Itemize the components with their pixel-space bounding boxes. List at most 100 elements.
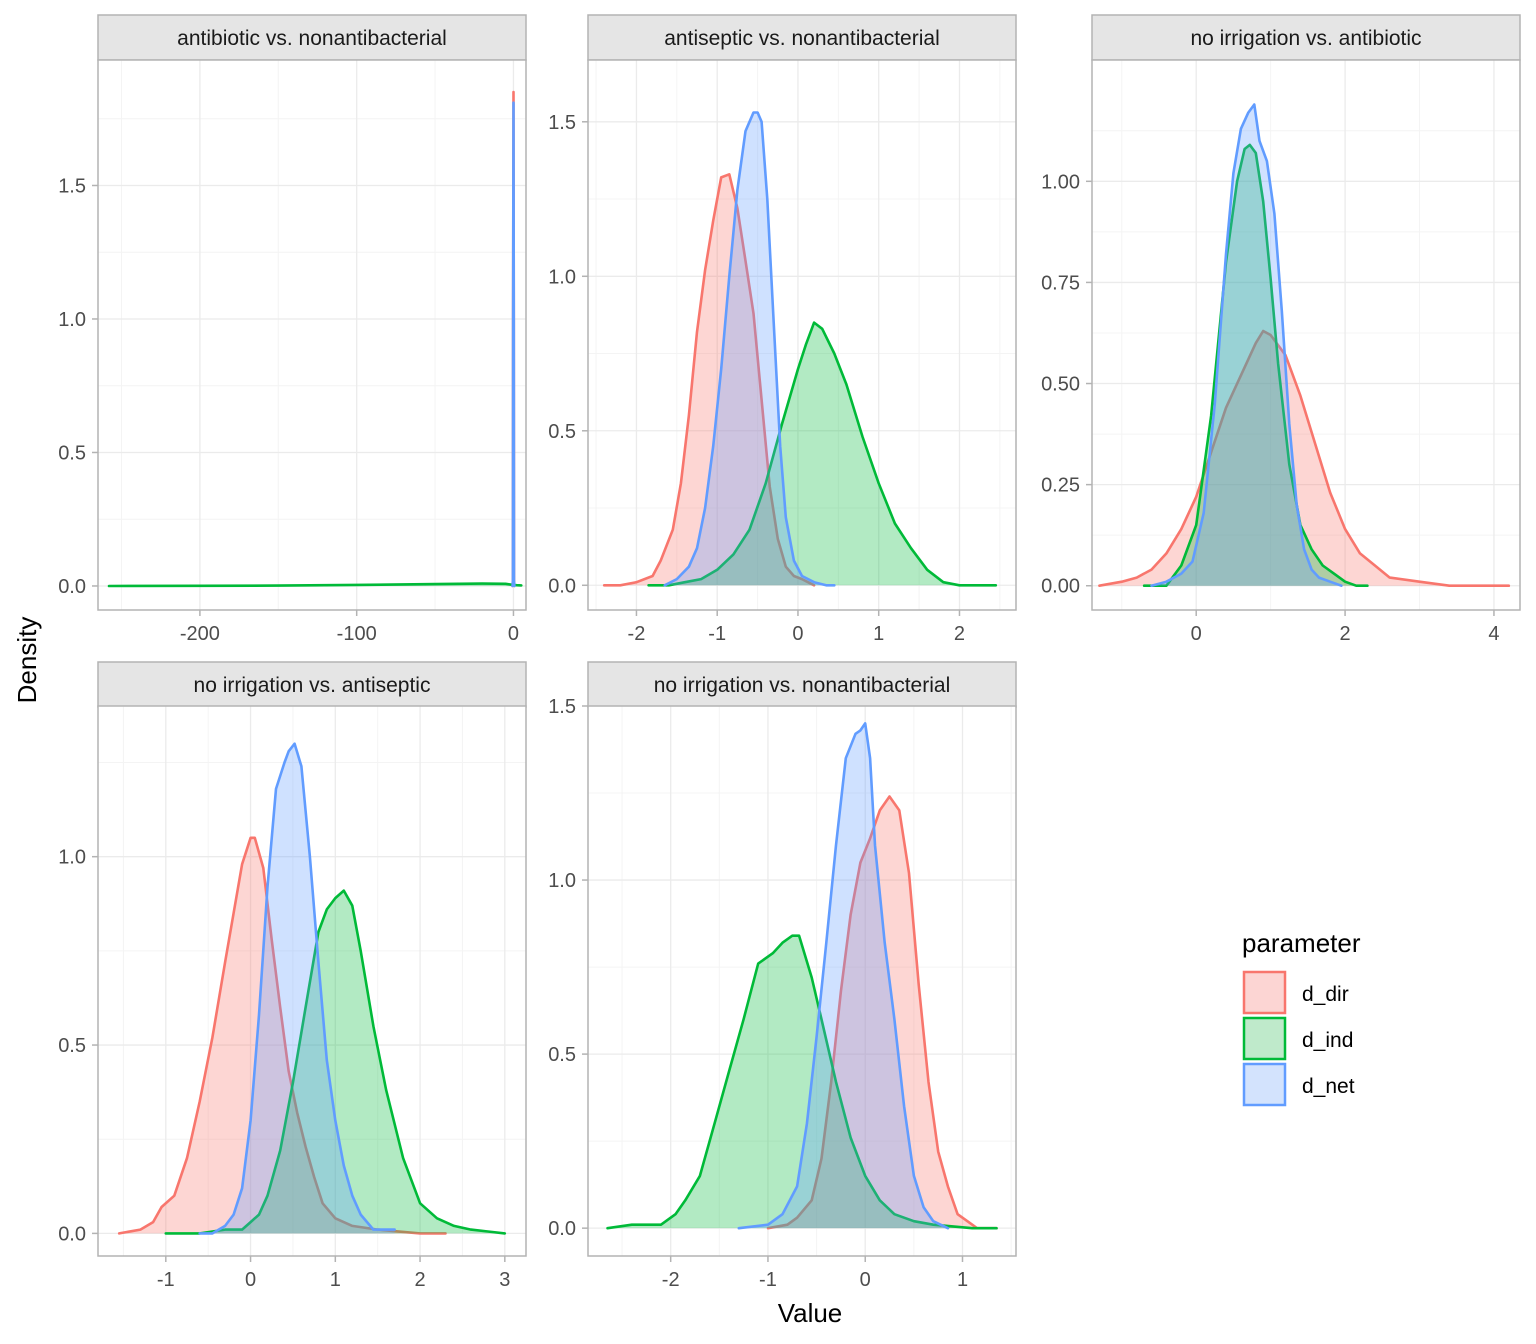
- facet-strip-label: antiseptic vs. nonantibacterial: [664, 27, 940, 50]
- facet-panel: no irrigation vs. nonantibacterial -2 -1 0 1…: [548, 661, 1017, 1291]
- density-line-d-ind: [164, 889, 507, 1235]
- density-line-d-net: [198, 742, 396, 1235]
- y-tick-label: 0.75: [1041, 272, 1080, 294]
- y-tick-label: 1.0: [548, 266, 576, 288]
- panel-border: [587, 705, 1017, 1257]
- facet-strip: [97, 661, 527, 708]
- x-tick-label: -2: [628, 623, 646, 645]
- y-tick-label: 1.5: [548, 112, 576, 134]
- x-tick-label: 0: [792, 623, 803, 645]
- x-tick-label: 0: [508, 623, 519, 645]
- y-tick-label: 1.0: [58, 847, 86, 869]
- facet-strip-label: antibiotic vs. nonantibacterial: [177, 27, 447, 50]
- panel-background: [98, 60, 526, 610]
- facet-strip: [97, 14, 527, 61]
- density-line-d-ind: [1142, 143, 1369, 587]
- y-tick-label: 0.5: [58, 442, 86, 464]
- facet-strip: [587, 661, 1017, 708]
- density-area-d-dir: [604, 174, 815, 586]
- x-tick-label: -1: [759, 1269, 777, 1291]
- y-tick-label: 1.00: [1041, 171, 1080, 193]
- x-axis-title: Value: [778, 1298, 843, 1328]
- x-tick-label: 1: [873, 623, 884, 645]
- legend-items: d_dir d_ind d_net: [1242, 970, 1355, 1107]
- legend-item: d_ind: [1242, 1016, 1353, 1061]
- legend-label: d_dir: [1302, 983, 1349, 1006]
- x-tick-label: 0: [860, 1269, 871, 1291]
- legend-label: d_net: [1302, 1075, 1355, 1098]
- density-area-d-net: [738, 723, 948, 1229]
- density-area-d-ind: [607, 935, 997, 1229]
- y-tick-label: 1.0: [58, 309, 86, 331]
- facet-panel: no irrigation vs. antibiotic 0 2 4 0.00 0.25 0…: [1041, 14, 1521, 645]
- y-tick-label: 0.0: [58, 1223, 86, 1245]
- x-tick-label: 4: [1488, 623, 1499, 645]
- facet-strip-label: no irrigation vs. nonantibacterial: [654, 674, 951, 697]
- x-tick-label: -1: [708, 623, 726, 645]
- x-tick-label: -2: [662, 1269, 680, 1291]
- facet-panel: no irrigation vs. antiseptic -1 0 1 2 3 0.0 0.5…: [58, 661, 527, 1291]
- panel-background: [588, 706, 1016, 1256]
- density-line-d-net: [663, 111, 836, 587]
- y-tick-label: 0.5: [548, 1044, 576, 1066]
- panel-border: [97, 705, 527, 1257]
- density-area-d-net: [199, 743, 395, 1234]
- density-line-d-dir: [602, 173, 816, 587]
- legend-item: d_net: [1242, 1062, 1355, 1107]
- density-line-d-ind: [606, 934, 998, 1230]
- density-line-d-net: [511, 101, 516, 588]
- y-tick-label: 0.5: [58, 1035, 86, 1057]
- panel-border: [97, 59, 527, 611]
- y-tick-label: 0.0: [548, 575, 576, 597]
- x-tick-label: 1: [330, 1269, 341, 1291]
- x-tick-label: 2: [1340, 623, 1351, 645]
- x-tick-label: 0: [245, 1269, 256, 1291]
- density-area-d-dir: [119, 837, 446, 1234]
- x-tick-label: -200: [180, 623, 220, 645]
- y-tick-label: 0.50: [1041, 374, 1080, 396]
- facet-strip-label: no irrigation vs. antibiotic: [1190, 27, 1421, 50]
- facet-panel: antibiotic vs. nonantibacterial -200 -100 0…: [58, 14, 527, 645]
- x-tick-label: -1: [157, 1269, 175, 1291]
- facet-strip: [587, 14, 1017, 61]
- density-line-d-dir: [1098, 329, 1511, 587]
- panel-background: [98, 706, 526, 1256]
- legend-title: parameter: [1242, 928, 1361, 958]
- density-area-d-net: [664, 112, 835, 586]
- density-area-d-ind: [648, 322, 996, 586]
- y-tick-label: 0.5: [548, 421, 576, 443]
- x-tick-label: 1: [957, 1269, 968, 1291]
- panels: antibiotic vs. nonantibacterial-200 -100 0…: [58, 14, 1521, 1291]
- legend-label: d_ind: [1302, 1029, 1353, 1052]
- density-area-d-net: [1151, 104, 1342, 586]
- density-line-d-net: [1150, 103, 1343, 587]
- x-tick-label: -100: [337, 623, 377, 645]
- density-line-d-ind: [647, 321, 998, 587]
- legend-item: d_dir: [1242, 970, 1349, 1015]
- x-tick-label: 2: [954, 623, 965, 645]
- y-tick-label: 1.5: [548, 696, 576, 718]
- panel-background: [588, 60, 1016, 610]
- x-tick-label: 0: [1191, 623, 1202, 645]
- legend-key-d-dir: [1242, 970, 1287, 1015]
- panel-border: [587, 59, 1017, 611]
- panel-border: [1091, 59, 1521, 611]
- y-tick-label: 1.5: [58, 175, 86, 197]
- density-area-d-dir: [767, 796, 997, 1229]
- density-line-d-dir: [117, 836, 447, 1235]
- x-tick-label: 2: [414, 1269, 425, 1291]
- facet-panel: antiseptic vs. nonantibacterial -2 -1 0 1 2 0.…: [548, 14, 1017, 645]
- density-line-d-net: [737, 722, 950, 1230]
- legend: parameter d_dir d_ind d_net: [1242, 928, 1361, 1107]
- y-tick-label: 0.00: [1041, 576, 1080, 598]
- y-tick-label: 0.0: [548, 1218, 576, 1240]
- y-tick-label: 0.0: [58, 576, 86, 598]
- density-line-d-dir: [766, 795, 998, 1230]
- y-tick-label: 0.25: [1041, 475, 1080, 497]
- x-tick-label: 3: [499, 1269, 510, 1291]
- facet-strip-label: no irrigation vs. antiseptic: [194, 674, 431, 697]
- facet-strip: [1091, 14, 1521, 61]
- y-axis-title: Density: [12, 617, 42, 704]
- panel-background: [1092, 60, 1520, 610]
